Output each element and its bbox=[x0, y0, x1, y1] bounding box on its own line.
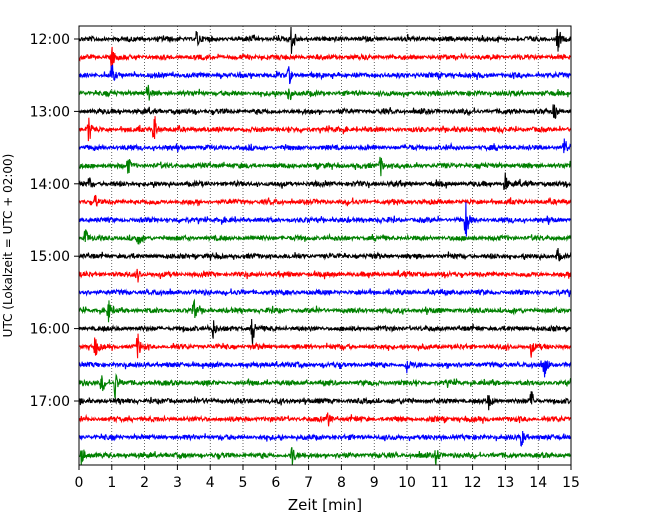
y-tick-label-0: 12:00 bbox=[30, 32, 70, 48]
x-tick-label-11: 11 bbox=[431, 475, 449, 491]
trace-15 bbox=[78, 298, 572, 323]
plot-frame bbox=[78, 25, 572, 466]
trace-9 bbox=[78, 194, 572, 207]
trace-22 bbox=[78, 430, 572, 447]
trace-1 bbox=[78, 46, 572, 68]
y-axis-ticks: 12:00 13:00 14:00 15:00 16:00 17:00 bbox=[30, 32, 79, 410]
trace-0 bbox=[78, 27, 572, 54]
x-tick-label-15: 15 bbox=[562, 475, 580, 491]
x-tick-label-3: 3 bbox=[173, 475, 182, 491]
trace-8 bbox=[78, 172, 572, 191]
trace-14 bbox=[78, 288, 572, 298]
trace-19 bbox=[78, 373, 572, 400]
x-tick-label-9: 9 bbox=[370, 475, 379, 491]
x-tick-label-0: 0 bbox=[75, 475, 84, 491]
trace-11 bbox=[78, 229, 572, 245]
y-tick-label-3: 15:00 bbox=[30, 249, 70, 265]
x-tick-label-14: 14 bbox=[529, 475, 547, 491]
y-tick-label-2: 14:00 bbox=[30, 177, 70, 193]
trace-13 bbox=[78, 268, 572, 283]
vertical-grid bbox=[111, 26, 539, 465]
trace-18 bbox=[78, 359, 572, 378]
trace-12 bbox=[78, 247, 572, 262]
trace-17 bbox=[78, 333, 572, 359]
y-tick-label-4: 16:00 bbox=[30, 322, 70, 338]
y-axis-label: UTC (Lokalzeit = UTC + 02:00) bbox=[1, 154, 15, 338]
trace-10 bbox=[78, 202, 572, 237]
x-tick-label-8: 8 bbox=[337, 475, 346, 491]
x-tick-label-2: 2 bbox=[140, 475, 149, 491]
x-tick-label-12: 12 bbox=[464, 475, 482, 491]
trace-16 bbox=[78, 318, 572, 345]
trace-21 bbox=[78, 412, 572, 427]
trace-2 bbox=[78, 64, 572, 85]
x-tick-label-7: 7 bbox=[304, 475, 313, 491]
seismogram-traces bbox=[78, 27, 572, 466]
trace-5 bbox=[78, 116, 572, 142]
x-tick-label-10: 10 bbox=[398, 475, 416, 491]
y-tick-label-5: 17:00 bbox=[30, 394, 70, 410]
x-tick-label-1: 1 bbox=[107, 475, 116, 491]
x-axis-ticks: 0 1 2 3 4 5 6 7 8 9 10 11 12 13 14 15 bbox=[75, 465, 580, 491]
x-tick-label-13: 13 bbox=[496, 475, 514, 491]
trace-20 bbox=[78, 391, 572, 411]
trace-6 bbox=[78, 138, 572, 154]
y-tick-label-1: 13:00 bbox=[30, 104, 70, 120]
trace-3 bbox=[78, 84, 572, 101]
trace-23 bbox=[78, 447, 572, 466]
x-axis-label: Zeit [min] bbox=[288, 496, 362, 514]
trace-4 bbox=[78, 104, 572, 119]
x-tick-label-6: 6 bbox=[271, 475, 280, 491]
x-tick-label-4: 4 bbox=[206, 475, 215, 491]
x-tick-label-5: 5 bbox=[239, 475, 248, 491]
trace-7 bbox=[78, 156, 572, 177]
